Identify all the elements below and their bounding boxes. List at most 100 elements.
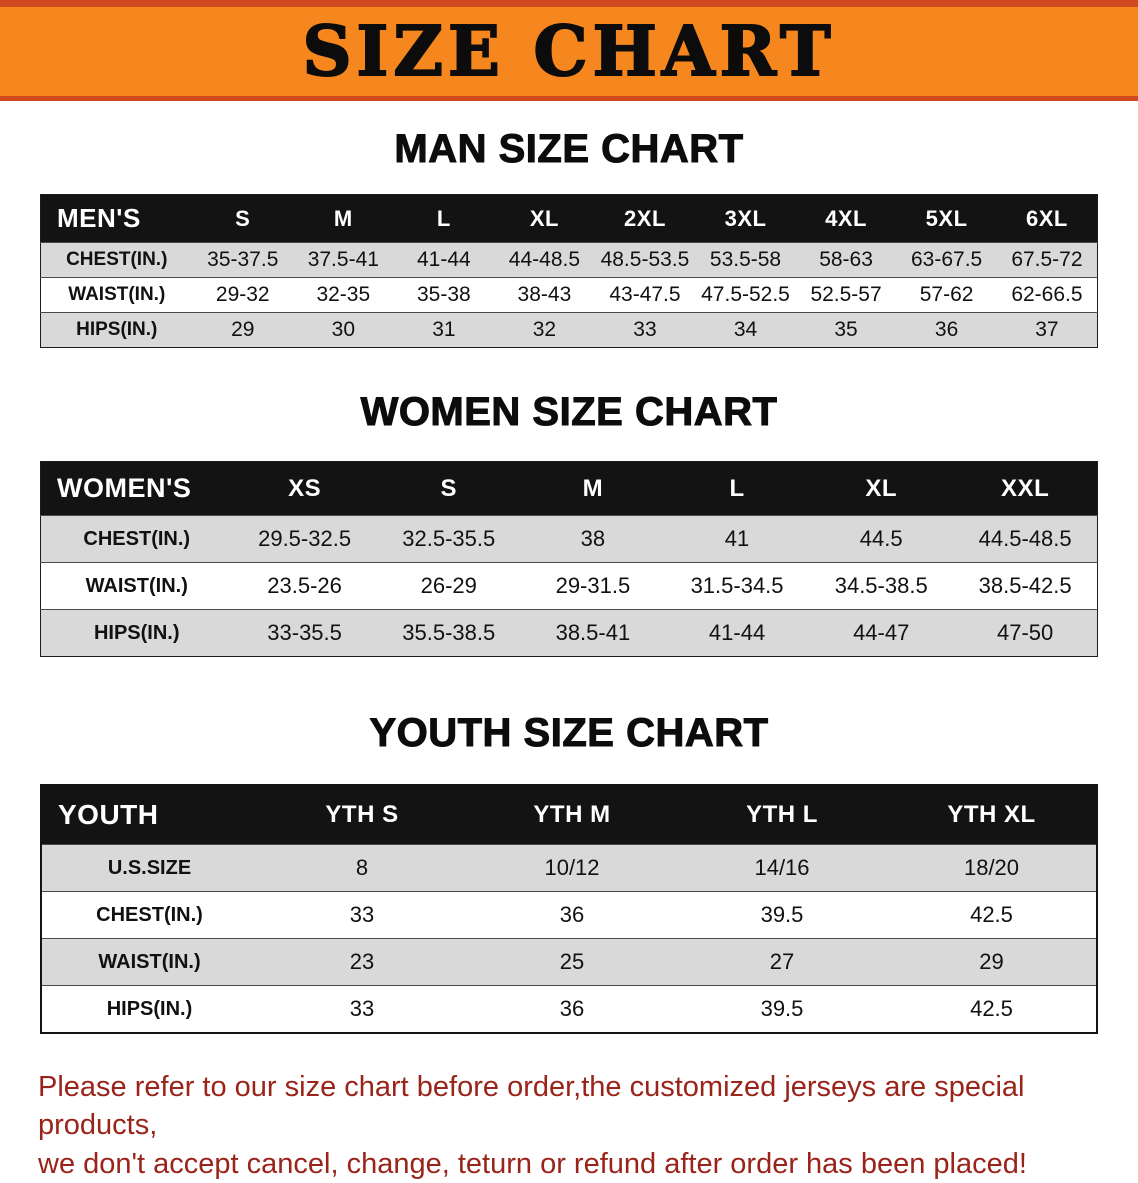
size-column-header: XXL — [1001, 474, 1050, 502]
women-table-body: CHEST(IN.) 29.5-32.5 32.5-35.5 38 41 44.5 44.5… — [40, 515, 1098, 657]
size-cell: 31.5-34.5 — [690, 573, 784, 598]
size-cell: 35-37.5 — [207, 248, 279, 271]
size-column-header: YTH M — [533, 801, 611, 828]
table-row: CHEST(IN.) 35-37.5 37.5-41 41-44 44-48.5 48.5… — [40, 242, 1098, 278]
disclaimer-line-1: Please refer to our size chart before or… — [38, 1071, 1025, 1142]
size-cell: 39.5 — [760, 996, 804, 1021]
page-title: SIZE CHART — [301, 11, 836, 92]
table-row: WAIST(IN.) 23.5-26 26-29 29-31.5 31.5-34.5 34… — [40, 562, 1098, 610]
size-cell: 27 — [769, 949, 795, 974]
men-section-heading: MAN SIZE CHART — [394, 127, 744, 172]
size-column-header: S — [235, 205, 251, 231]
size-cell: 36 — [559, 996, 585, 1021]
size-column-header: 6XL — [1026, 205, 1068, 231]
size-cell: 35-38 — [417, 283, 471, 306]
size-cell: 25 — [559, 949, 585, 974]
youth-size-section: YOUTH SIZE CHART YOUTH YTH S YTH M YTH L YTH… — [0, 711, 1138, 1034]
table-row: HIPS(IN.) 33 36 39.5 42.5 — [41, 985, 1097, 1034]
size-cell: 38.5-41 — [555, 620, 631, 645]
women-section-heading: WOMEN SIZE CHART — [360, 390, 778, 435]
men-size-section: MAN SIZE CHART MEN'S S M L XL 2XL 3XL 4XL 5XL 6XL… — [0, 127, 1138, 348]
size-cell: 44.5 — [859, 526, 903, 551]
size-cell: 63-67.5 — [910, 248, 983, 271]
size-cell: 36 — [934, 318, 959, 341]
youth-header-row: YOUTH YTH S YTH M YTH L YTH XL — [41, 785, 1097, 845]
title-banner: SIZE CHART — [0, 0, 1138, 101]
size-charts: MAN SIZE CHART MEN'S S M L XL 2XL 3XL 4XL 5XL 6XL… — [0, 127, 1138, 1034]
size-cell: 26-29 — [420, 573, 477, 598]
size-cell: 30 — [331, 318, 355, 341]
youth-section-heading: YOUTH SIZE CHART — [369, 711, 769, 756]
size-cell: 23.5-26 — [267, 573, 342, 598]
men-table-head: MEN'S S M L XL 2XL 3XL 4XL 5XL 6XL — [40, 194, 1098, 243]
youth-table-head: YOUTH YTH S YTH M YTH L YTH XL — [41, 785, 1097, 845]
table-row: CHEST(IN.) 33 36 39.5 42.5 — [41, 891, 1097, 939]
size-cell: 58-63 — [819, 248, 873, 271]
size-cell: 41 — [724, 526, 750, 551]
row-label: CHEST(IN.) — [83, 527, 191, 550]
size-cell: 48.5-53.5 — [600, 248, 690, 271]
size-column-header: XL — [529, 205, 559, 231]
size-cell: 37.5-41 — [307, 248, 379, 271]
size-cell: 36 — [559, 902, 585, 927]
size-cell: 35.5-38.5 — [402, 620, 496, 645]
women-size-table: WOMEN'S XS S M L XL XXL CHEST(IN.) 29.5-32.5 32.… — [40, 461, 1098, 657]
size-column-header: XS — [288, 474, 322, 502]
size-cell: 8 — [355, 855, 369, 880]
size-cell: 32 — [532, 318, 557, 341]
size-column-header: S — [440, 474, 457, 502]
size-cell: 18/20 — [963, 855, 1020, 880]
size-cell: 42.5 — [970, 902, 1013, 927]
size-cell: 44-48.5 — [508, 248, 581, 271]
size-cell: 57-62 — [919, 283, 974, 306]
table-row: U.S.SIZE 8 10/12 14/16 18/20 — [41, 844, 1097, 892]
table-row: WAIST(IN.) 23 25 27 29 — [41, 938, 1097, 986]
size-cell: 10/12 — [544, 855, 600, 880]
size-cell: 29 — [979, 949, 1004, 974]
table-row: CHEST(IN.) 29.5-32.5 32.5-35.5 38 41 44.5 44.5… — [40, 515, 1098, 563]
size-cell: 53.5-58 — [709, 248, 782, 271]
men-size-table: MEN'S S M L XL 2XL 3XL 4XL 5XL 6XL CHEST(IN.) 35-3… — [40, 194, 1098, 348]
size-cell: 23 — [349, 949, 375, 974]
size-cell: 47-50 — [997, 620, 1054, 645]
row-label: HIPS(IN.) — [76, 319, 158, 340]
size-column-header: YTH L — [746, 801, 818, 828]
youth-table-body: U.S.SIZE 8 10/12 14/16 18/20 CHEST(IN.) 33 36 39… — [41, 844, 1097, 1034]
size-cell: 38.5-42.5 — [978, 573, 1072, 598]
size-cell: 43-47.5 — [609, 283, 681, 306]
size-cell: 44.5-48.5 — [978, 526, 1072, 551]
size-column-header: 2XL — [624, 205, 666, 231]
table-row: WAIST(IN.) 29-32 32-35 35-38 38-43 43-47.5 47.… — [40, 277, 1098, 313]
size-cell: 62-66.5 — [1011, 283, 1083, 306]
row-label: WAIST(IN.) — [68, 284, 166, 305]
size-cell: 33-35.5 — [267, 620, 342, 645]
size-cell: 29-32 — [215, 283, 270, 306]
size-column-header: M — [582, 474, 604, 502]
row-label: U.S.SIZE — [107, 856, 192, 879]
size-cell: 41-44 — [417, 248, 471, 271]
size-cell: 29-31.5 — [555, 573, 631, 598]
row-label: WAIST(IN.) — [85, 574, 188, 597]
size-cell: 67.5-72 — [1011, 248, 1083, 271]
size-cell: 44-47 — [853, 620, 910, 645]
size-cell: 33 — [349, 902, 375, 927]
size-cell: 38-43 — [517, 283, 572, 306]
women-table-head: WOMEN'S XS S M L XL XXL — [40, 461, 1098, 516]
size-column-header: 5XL — [925, 205, 968, 231]
row-label: HIPS(IN.) — [93, 621, 180, 644]
size-column-header: YTH S — [325, 801, 399, 828]
row-label: WAIST(IN.) — [98, 950, 201, 973]
youth-size-table: YOUTH YTH S YTH M YTH L YTH XL U.S.SIZE 8 10/1… — [40, 784, 1098, 1034]
size-cell: 14/16 — [754, 855, 810, 880]
men-table-body: CHEST(IN.) 35-37.5 37.5-41 41-44 44-48.5 48.5… — [40, 242, 1098, 348]
size-column-header: 4XL — [825, 205, 867, 231]
size-cell: 32.5-35.5 — [402, 526, 496, 551]
table-title-cell: MEN'S — [57, 203, 141, 233]
size-cell: 34 — [733, 318, 758, 341]
table-title-cell: WOMEN'S — [57, 473, 192, 503]
size-column-header: XL — [865, 474, 898, 502]
disclaimer-line-2: we don't accept cancel, change, teturn o… — [38, 1147, 1027, 1180]
women-header-row: WOMEN'S XS S M L XL XXL — [40, 461, 1098, 516]
size-cell: 31 — [432, 318, 456, 341]
